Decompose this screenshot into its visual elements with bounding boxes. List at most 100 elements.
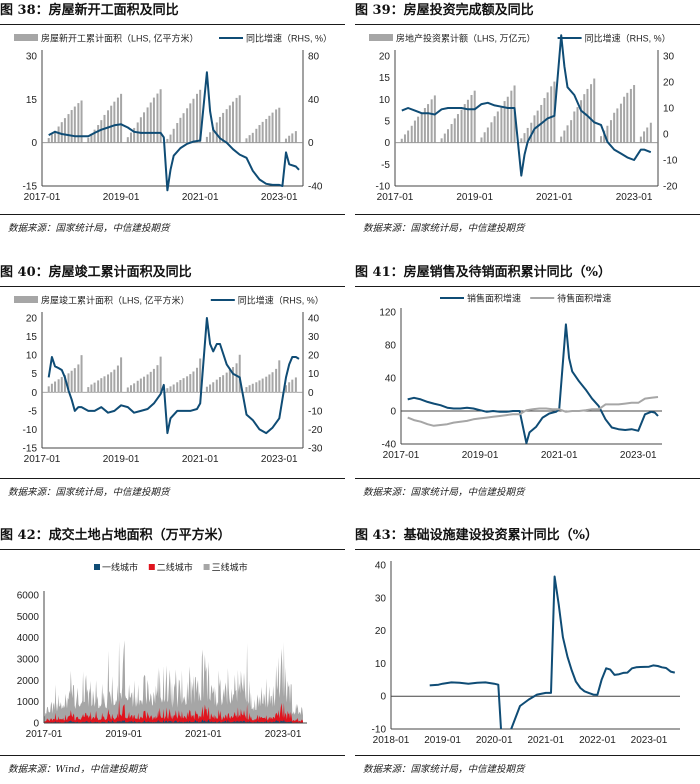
bar	[291, 133, 294, 143]
area-tier2	[44, 699, 303, 723]
bar	[196, 367, 199, 393]
bar	[417, 116, 420, 143]
x-tick-label: 2021-01	[185, 729, 222, 740]
panel-38: 图 38：房屋新开工面积及同比 房屋新开工累计面积（LHS, 亿平方米） 同比增速…	[0, 0, 345, 240]
y-tick-right: -10	[663, 156, 678, 167]
bar	[50, 134, 53, 143]
y-tick-right: 20	[308, 351, 320, 362]
bar	[179, 380, 182, 393]
x-tick-label: 2023-01	[261, 192, 298, 203]
bar	[480, 137, 483, 143]
y-tick-label: 1000	[17, 697, 40, 708]
y-tick-label: 2000	[17, 676, 40, 687]
y-tick-left: 15	[379, 73, 391, 84]
bar	[261, 378, 264, 393]
bar	[139, 378, 142, 393]
series-line	[47, 317, 300, 435]
source-rule	[0, 755, 345, 756]
bar	[268, 374, 271, 393]
bar	[189, 103, 192, 143]
chart-svg: 房屋新开工累计面积（LHS, 亿平方米） 同比增速（RHS, %） 30 15 0 -15…	[14, 33, 332, 203]
bar	[143, 376, 146, 393]
bar	[232, 367, 235, 393]
bar	[120, 357, 123, 393]
legend-label: 房屋新开工累计面积（LHS, 亿平方米）	[41, 33, 199, 44]
y-tick-label: 3000	[17, 655, 40, 666]
bar	[433, 95, 436, 143]
y-tick-label: 0	[390, 407, 396, 418]
bar	[166, 388, 169, 393]
bar	[152, 368, 155, 393]
bar	[576, 107, 579, 143]
bar	[245, 387, 248, 393]
x-tick-label: 2021-01	[541, 450, 578, 461]
y-tick-label: 6000	[17, 591, 40, 602]
y-tick-label: 120	[379, 308, 396, 319]
legend-swatch	[94, 564, 100, 570]
chart-title: 图 38：房屋新开工面积及同比	[0, 3, 179, 18]
source-rule	[355, 755, 700, 756]
bar	[560, 136, 563, 143]
legend-swatch	[369, 34, 393, 41]
bar	[63, 118, 66, 143]
bar	[563, 130, 566, 143]
bar	[116, 97, 119, 143]
chart-svg: 房地产投资累计额（LHS, 万亿元） 同比增速（RHS, %） 20 15 10 5 0 -5…	[369, 33, 678, 203]
bar	[278, 360, 281, 393]
bar	[225, 109, 228, 143]
bar	[403, 134, 406, 143]
x-tick-label: 2017-01	[24, 454, 61, 465]
y-tick-label: -40	[382, 440, 397, 451]
bar	[623, 96, 626, 143]
legend-label: 同比增速（RHS, %）	[585, 33, 671, 44]
y-tick-label: 40	[375, 561, 387, 572]
x-tick-label: 2023-01	[616, 192, 653, 203]
bar	[136, 380, 139, 393]
bar	[520, 138, 523, 143]
bar	[646, 127, 649, 143]
bar	[288, 135, 291, 143]
bar	[113, 101, 116, 143]
bar	[265, 376, 268, 393]
bar	[146, 107, 149, 143]
chart-svg: 房屋竣工累计面积（LHS, 亿平方米） 同比增速（RHS, %） 20 15 10 5 0 -…	[14, 295, 324, 465]
y-tick-left: -10	[376, 182, 391, 193]
bar	[453, 118, 456, 143]
bar	[275, 109, 278, 143]
y-tick-label: 40	[385, 374, 397, 385]
bar	[284, 385, 287, 393]
bar	[100, 120, 103, 143]
bar	[192, 371, 195, 393]
bar	[97, 125, 100, 143]
bar	[649, 122, 652, 143]
y-tick-right: 0	[308, 138, 314, 149]
bar	[258, 380, 261, 393]
chart-svg: 一线城市 二线城市 三线城市6000500040003000200010000201…	[17, 562, 307, 740]
y-tick-left: 5	[384, 117, 390, 128]
bar	[116, 365, 119, 393]
source-rule	[355, 214, 700, 215]
bar	[275, 368, 278, 393]
bar	[212, 382, 215, 393]
legend-swatch	[14, 296, 38, 303]
bar	[294, 377, 297, 393]
y-tick-left: -5	[28, 406, 37, 417]
bar	[400, 138, 403, 143]
panel-43: 图 43：基础设施建设投资累计同比（%） 40 30 20 10 0 -10 2018-01…	[355, 525, 700, 784]
bar	[133, 383, 136, 393]
y-tick-left: 5	[31, 369, 37, 380]
bar	[626, 92, 629, 143]
bar	[255, 128, 258, 143]
source-rule	[0, 478, 345, 479]
legend-label: 二线城市	[157, 562, 193, 573]
y-tick-left: -10	[23, 425, 38, 436]
y-tick-left: 30	[26, 52, 38, 63]
bar	[466, 99, 469, 143]
bar	[258, 125, 261, 143]
bar	[490, 122, 493, 143]
bar	[199, 358, 202, 393]
data-source: 数据来源：国家统计局，中信建投期货	[363, 764, 525, 775]
x-tick-label: 2019-01	[105, 729, 142, 740]
x-tick-label: 2023-01	[631, 735, 668, 746]
